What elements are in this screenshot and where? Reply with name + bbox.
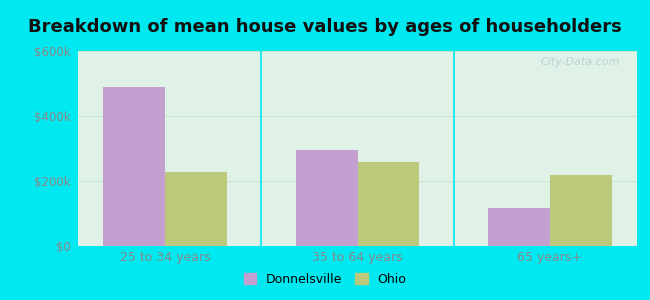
Bar (488, 208, 550, 246)
Bar (358, 161, 419, 246)
Bar (296, 150, 358, 246)
Bar (103, 87, 165, 246)
Legend: Donnelsville, Ohio: Donnelsville, Ohio (239, 268, 411, 291)
Bar (165, 172, 227, 246)
Text: Breakdown of mean house values by ages of householders: Breakdown of mean house values by ages o… (28, 18, 622, 36)
Bar (550, 175, 612, 246)
Text: City-Data.com: City-Data.com (541, 57, 620, 67)
